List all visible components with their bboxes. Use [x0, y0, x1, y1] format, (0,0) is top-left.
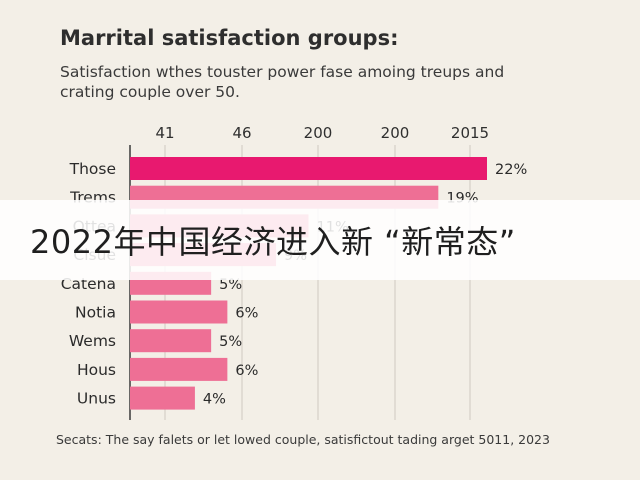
banner-text: 2022年中国经济进入新 “新常态”	[30, 223, 516, 261]
overlay-banner: 2022年中国经济进入新 “新常态”	[0, 200, 640, 280]
category-label: Hous	[77, 361, 116, 379]
category-label: Those	[69, 160, 116, 178]
top-axis-label: 200	[304, 124, 333, 142]
bar-hous	[130, 357, 228, 381]
value-label: 6%	[235, 306, 258, 322]
value-label: 6%	[235, 363, 258, 379]
bar-wems	[130, 329, 212, 353]
value-label: 22%	[495, 162, 527, 178]
bar-notia	[130, 300, 228, 324]
bar-unus	[130, 386, 195, 410]
bar-those	[130, 157, 487, 180]
value-label: 5%	[219, 334, 242, 350]
chart-title: Marrital satisfaction groups:	[60, 26, 399, 50]
category-label: Notia	[75, 304, 116, 322]
category-label: Wems	[69, 332, 116, 350]
category-label: Unus	[77, 390, 116, 408]
value-label: 4%	[203, 392, 226, 408]
top-axis-label: 41	[155, 124, 174, 142]
top-axis-label: 46	[232, 124, 251, 142]
value-label: 5%	[219, 277, 242, 293]
chart-footnote: Secats: The say falets or let lowed coup…	[56, 432, 550, 447]
top-axis-label: 200	[381, 124, 410, 142]
top-axis-label: 2015	[451, 124, 489, 142]
chart-subtitle: Satisfaction wthes touster power fase am…	[60, 63, 505, 101]
